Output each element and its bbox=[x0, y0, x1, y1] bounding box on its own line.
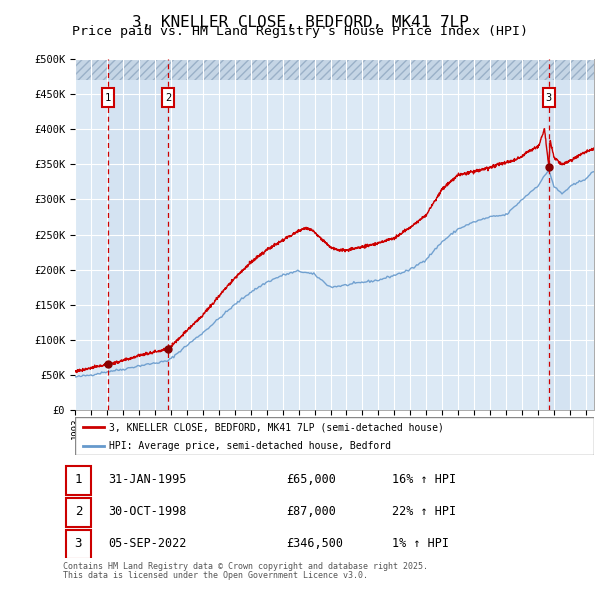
Text: 3, KNELLER CLOSE, BEDFORD, MK41 7LP: 3, KNELLER CLOSE, BEDFORD, MK41 7LP bbox=[131, 15, 469, 30]
Bar bbox=[108, 59, 168, 410]
Text: 3: 3 bbox=[545, 93, 552, 103]
Text: Contains HM Land Registry data © Crown copyright and database right 2025.: Contains HM Land Registry data © Crown c… bbox=[63, 562, 428, 571]
FancyBboxPatch shape bbox=[162, 88, 174, 107]
Text: This data is licensed under the Open Government Licence v3.0.: This data is licensed under the Open Gov… bbox=[63, 571, 368, 580]
Text: 2: 2 bbox=[74, 505, 82, 518]
Text: 1% ↑ HPI: 1% ↑ HPI bbox=[392, 537, 449, 550]
Text: 3: 3 bbox=[74, 537, 82, 550]
Text: 1: 1 bbox=[105, 93, 112, 103]
Text: 2: 2 bbox=[165, 93, 171, 103]
Text: 3, KNELLER CLOSE, BEDFORD, MK41 7LP (semi-detached house): 3, KNELLER CLOSE, BEDFORD, MK41 7LP (sem… bbox=[109, 422, 443, 432]
Text: 30-OCT-1998: 30-OCT-1998 bbox=[108, 505, 187, 518]
Bar bbox=[547, 59, 571, 410]
Text: 22% ↑ HPI: 22% ↑ HPI bbox=[392, 505, 457, 518]
Text: 16% ↑ HPI: 16% ↑ HPI bbox=[392, 473, 457, 486]
FancyBboxPatch shape bbox=[65, 498, 91, 527]
Text: 31-JAN-1995: 31-JAN-1995 bbox=[108, 473, 187, 486]
Text: £65,000: £65,000 bbox=[286, 473, 336, 486]
FancyBboxPatch shape bbox=[543, 88, 555, 107]
Text: £346,500: £346,500 bbox=[286, 537, 343, 550]
FancyBboxPatch shape bbox=[65, 530, 91, 559]
FancyBboxPatch shape bbox=[65, 466, 91, 495]
Text: Price paid vs. HM Land Registry's House Price Index (HPI): Price paid vs. HM Land Registry's House … bbox=[72, 25, 528, 38]
Text: HPI: Average price, semi-detached house, Bedford: HPI: Average price, semi-detached house,… bbox=[109, 441, 391, 451]
Text: £87,000: £87,000 bbox=[286, 505, 336, 518]
Text: 1: 1 bbox=[74, 473, 82, 486]
FancyBboxPatch shape bbox=[102, 88, 114, 107]
Text: 05-SEP-2022: 05-SEP-2022 bbox=[108, 537, 187, 550]
Bar bbox=[75, 59, 594, 80]
